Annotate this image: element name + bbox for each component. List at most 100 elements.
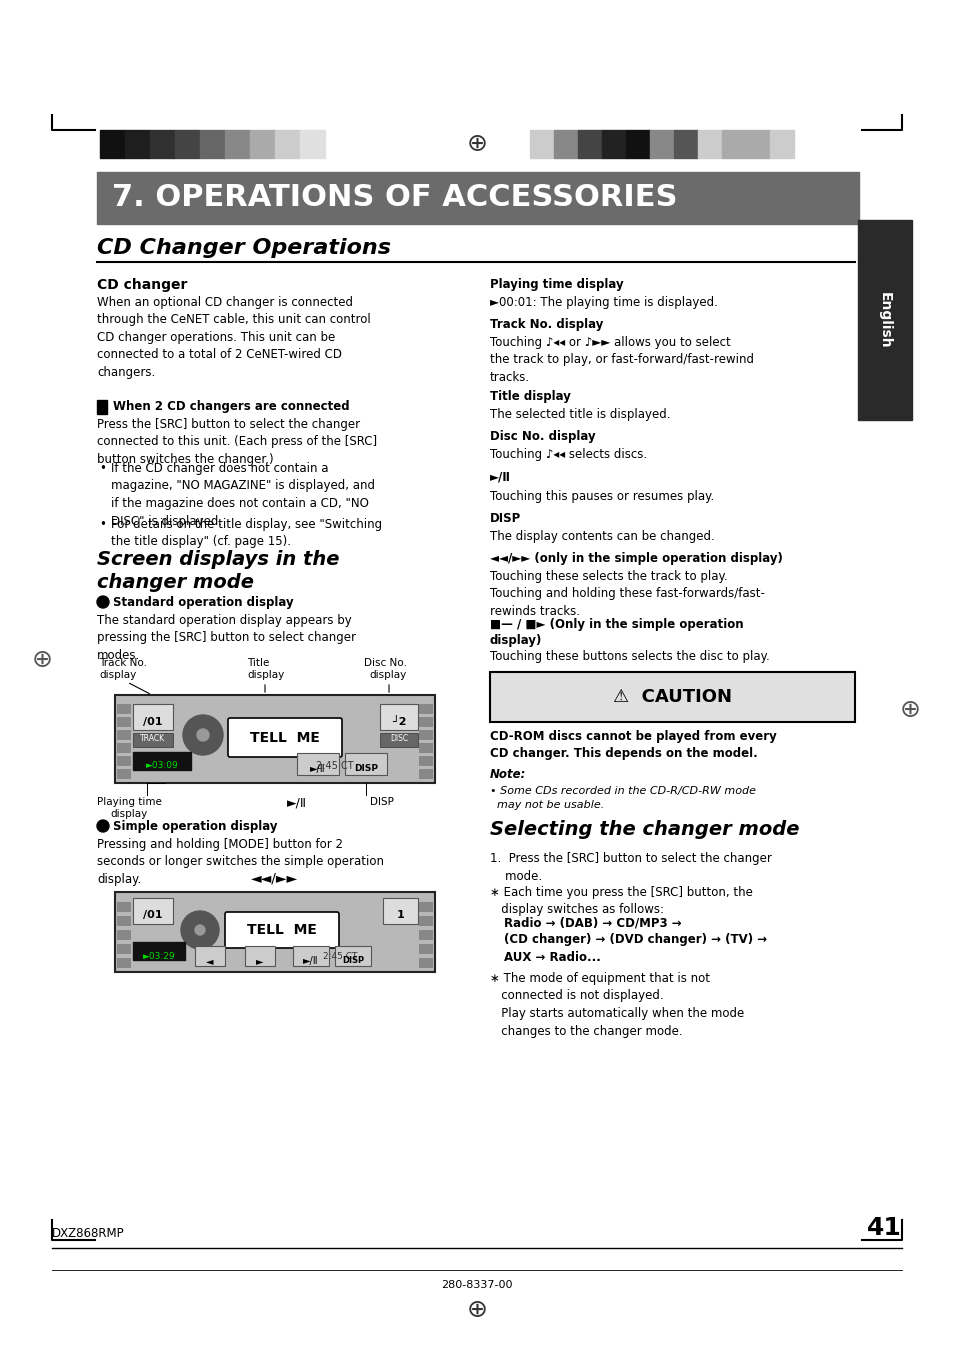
- Text: • Some CDs recorded in the CD-R/CD-RW mode
  may not be usable.: • Some CDs recorded in the CD-R/CD-RW mo…: [490, 786, 755, 809]
- Text: Disc No.
display: Disc No. display: [364, 658, 407, 681]
- Bar: [117, 704, 131, 713]
- Text: 2:45 CT: 2:45 CT: [315, 761, 354, 771]
- Text: CD changer: CD changer: [97, 278, 187, 292]
- Bar: [578, 130, 601, 158]
- Bar: [335, 946, 371, 966]
- Bar: [100, 130, 125, 158]
- Bar: [132, 704, 172, 730]
- Text: ►/Ⅱ: ►/Ⅱ: [490, 470, 511, 484]
- Text: 41: 41: [866, 1216, 901, 1240]
- Text: TELL  ME: TELL ME: [247, 923, 316, 938]
- Text: Touching these selects the track to play.
Touching and holding these fast-forwar: Touching these selects the track to play…: [490, 570, 764, 617]
- Text: If the CD changer does not contain a
magazine, "NO MAGAZINE" is displayed, and
i: If the CD changer does not contain a mag…: [111, 462, 375, 527]
- Bar: [117, 757, 131, 766]
- Circle shape: [181, 911, 219, 948]
- Text: 7. OPERATIONS OF ACCESSORIES: 7. OPERATIONS OF ACCESSORIES: [112, 184, 677, 212]
- Bar: [418, 929, 433, 940]
- Bar: [150, 130, 174, 158]
- Bar: [769, 130, 793, 158]
- Bar: [418, 944, 433, 954]
- Bar: [117, 929, 131, 940]
- Text: Playing time
display: Playing time display: [96, 797, 161, 820]
- Text: DISP: DISP: [341, 957, 364, 965]
- Text: Radio → (DAB) → CD/MP3 →
(CD changer) → (DVD changer) → (TV) →
AUX → Radio...: Radio → (DAB) → CD/MP3 → (CD changer) → …: [503, 916, 766, 965]
- Text: ■— / ■► (Only in the simple operation
display): ■— / ■► (Only in the simple operation di…: [490, 617, 742, 647]
- Text: When an optional CD changer is connected
through the CeNET cable, this unit can : When an optional CD changer is connected…: [97, 296, 371, 380]
- Text: DISP: DISP: [490, 512, 520, 526]
- Text: TRACK: TRACK: [140, 734, 166, 743]
- Text: Playing time display: Playing time display: [490, 278, 623, 290]
- Text: ◄: ◄: [206, 957, 213, 966]
- Text: Touching ♪◂◂ selects discs.: Touching ♪◂◂ selects discs.: [490, 449, 646, 461]
- Text: The standard operation display appears by
pressing the [SRC] button to select ch: The standard operation display appears b…: [97, 613, 355, 662]
- Bar: [379, 734, 417, 747]
- Text: English: English: [877, 292, 891, 349]
- Text: 280-8337-00: 280-8337-00: [441, 1279, 512, 1290]
- Text: Title display: Title display: [490, 390, 570, 403]
- Text: ►03:09: ►03:09: [146, 761, 178, 770]
- FancyBboxPatch shape: [228, 717, 341, 757]
- Bar: [115, 694, 435, 784]
- Text: ⊕: ⊕: [31, 648, 52, 671]
- Text: ►: ►: [256, 957, 263, 966]
- Text: The display contents can be changed.: The display contents can be changed.: [490, 530, 714, 543]
- Bar: [299, 130, 325, 158]
- Bar: [250, 130, 274, 158]
- Text: ∗ Each time you press the [SRC] button, the
   display switches as follows:: ∗ Each time you press the [SRC] button, …: [490, 886, 752, 916]
- Bar: [132, 898, 172, 924]
- Bar: [115, 892, 435, 971]
- Text: ►/Ⅱ: ►/Ⅱ: [303, 957, 318, 966]
- Text: ►00:01: The playing time is displayed.: ►00:01: The playing time is displayed.: [490, 296, 717, 309]
- Bar: [225, 130, 250, 158]
- Text: For details on the title display, see "Switching
the title display" (cf. page 15: For details on the title display, see "S…: [111, 517, 382, 549]
- Bar: [673, 130, 698, 158]
- Bar: [418, 717, 433, 727]
- Text: ►/Ⅱ: ►/Ⅱ: [310, 765, 326, 774]
- Text: DISP: DISP: [354, 765, 377, 773]
- Text: Simple operation display: Simple operation display: [112, 820, 277, 834]
- Bar: [490, 671, 854, 721]
- Bar: [117, 916, 131, 925]
- Bar: [274, 130, 299, 158]
- Bar: [132, 734, 172, 747]
- Text: Note:: Note:: [490, 767, 526, 781]
- Text: ◄◄/►►: ◄◄/►►: [252, 871, 298, 886]
- Text: Standard operation display: Standard operation display: [112, 596, 294, 609]
- Bar: [745, 130, 769, 158]
- Text: ⚠  CAUTION: ⚠ CAUTION: [613, 688, 731, 707]
- Bar: [117, 743, 131, 753]
- Bar: [293, 946, 329, 966]
- Text: /01: /01: [143, 911, 163, 920]
- Bar: [117, 717, 131, 727]
- Circle shape: [97, 596, 109, 608]
- Text: ◄◄/►► (only in the simple operation display): ◄◄/►► (only in the simple operation disp…: [490, 553, 782, 565]
- Bar: [418, 704, 433, 713]
- Text: Disc No. display: Disc No. display: [490, 430, 595, 443]
- Bar: [530, 130, 554, 158]
- Text: 1.  Press the [SRC] button to select the changer
    mode.: 1. Press the [SRC] button to select the …: [490, 852, 771, 882]
- Text: Selecting the changer mode: Selecting the changer mode: [490, 820, 799, 839]
- Text: Pressing and holding [MODE] button for 2
seconds or longer switches the simple o: Pressing and holding [MODE] button for 2…: [97, 838, 384, 886]
- Bar: [601, 130, 625, 158]
- Bar: [125, 130, 150, 158]
- Text: ⊕: ⊕: [899, 698, 920, 721]
- Text: The selected title is displayed.: The selected title is displayed.: [490, 408, 670, 422]
- Bar: [132, 753, 191, 770]
- Text: ⊕: ⊕: [466, 132, 487, 155]
- FancyBboxPatch shape: [225, 912, 338, 948]
- Bar: [97, 400, 107, 413]
- Text: DISC: DISC: [390, 734, 408, 743]
- Bar: [117, 944, 131, 954]
- Circle shape: [183, 715, 223, 755]
- Bar: [379, 704, 417, 730]
- Bar: [698, 130, 721, 158]
- Bar: [245, 946, 274, 966]
- Bar: [97, 172, 858, 224]
- Text: /01: /01: [143, 717, 163, 727]
- Circle shape: [97, 820, 109, 832]
- Text: ►/Ⅱ: ►/Ⅱ: [287, 797, 307, 811]
- Bar: [117, 730, 131, 740]
- Text: 1: 1: [396, 911, 404, 920]
- Bar: [418, 958, 433, 969]
- Bar: [194, 946, 225, 966]
